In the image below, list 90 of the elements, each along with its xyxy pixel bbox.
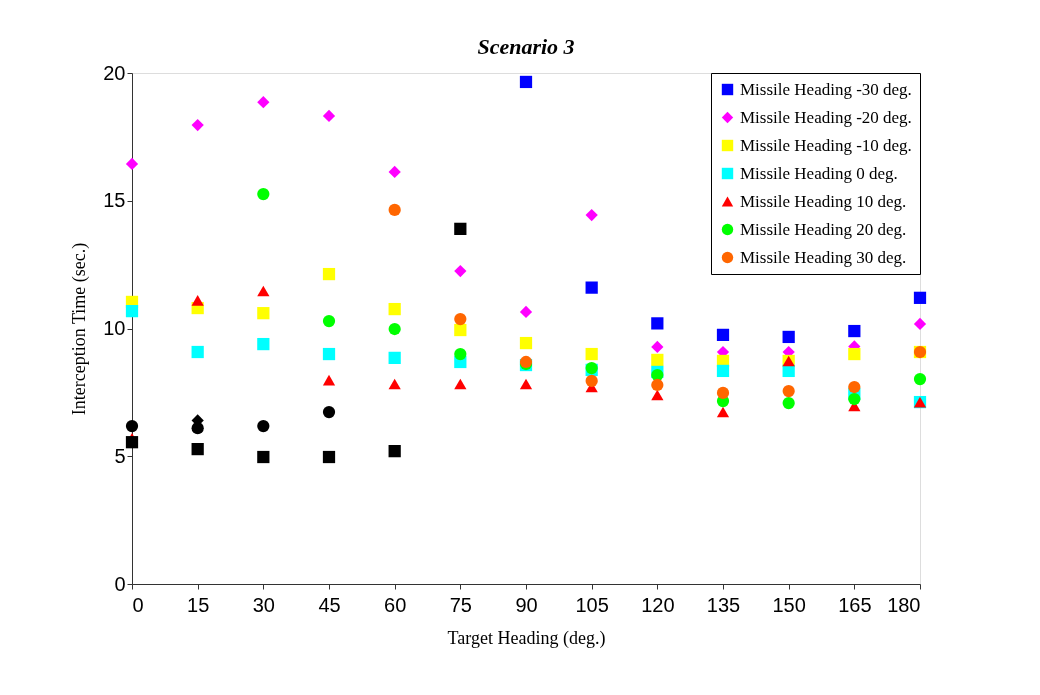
- y-tick-label: 15: [103, 189, 126, 212]
- point: [388, 378, 401, 390]
- point: [322, 347, 336, 361]
- x-tick-label: 45: [318, 593, 341, 616]
- point: [519, 305, 533, 319]
- point: [848, 380, 861, 394]
- point: [782, 384, 795, 398]
- point: [257, 285, 270, 297]
- point: [585, 208, 598, 222]
- point: [454, 222, 467, 235]
- point: [454, 347, 467, 361]
- point: [519, 378, 533, 390]
- point: [388, 445, 401, 458]
- legend-label: Missile Heading -10 deg.: [740, 135, 912, 155]
- point: [125, 157, 139, 171]
- point: [388, 322, 401, 336]
- point: [322, 109, 336, 123]
- y-tick-label: 10: [103, 317, 126, 339]
- legend-label: Missile Heading 20 deg.: [740, 219, 907, 239]
- point: [257, 96, 270, 109]
- point: [388, 351, 401, 365]
- point: [651, 317, 664, 330]
- x-tick-label: 60: [384, 593, 407, 616]
- legend-label: Missile Heading 0 deg.: [740, 163, 898, 183]
- point: [716, 328, 730, 342]
- point: [848, 324, 861, 338]
- point: [651, 378, 664, 392]
- chart-title: Scenario 3: [477, 34, 575, 59]
- point: [322, 405, 336, 419]
- x-tick-label: 120: [641, 593, 675, 616]
- x-tick-label: 135: [706, 593, 741, 616]
- point: [388, 165, 401, 178]
- legend-label: Missile Heading 30 deg.: [740, 247, 907, 267]
- y-tick-label: 0: [114, 572, 126, 595]
- point: [191, 442, 204, 456]
- legend-label: Missile Heading 10 deg.: [740, 191, 907, 211]
- point: [257, 450, 270, 464]
- point: [125, 436, 139, 449]
- legend-label: Missile Heading -20 deg.: [740, 107, 912, 127]
- point: [716, 364, 730, 378]
- point: [913, 317, 927, 331]
- point: [257, 188, 270, 201]
- point: [848, 347, 861, 361]
- x-tick-label: 165: [838, 593, 872, 616]
- point: [782, 330, 795, 344]
- legend-label: Missile Heading -30 deg.: [740, 79, 912, 99]
- x-tick-label: 90: [515, 593, 538, 616]
- point: [454, 264, 467, 278]
- point: [913, 291, 927, 304]
- point: [322, 450, 336, 464]
- point: [191, 119, 204, 132]
- point: [651, 353, 664, 367]
- point: [454, 323, 467, 337]
- point: [388, 302, 401, 316]
- x-tick-label: 15: [187, 593, 210, 616]
- point: [651, 389, 664, 401]
- x-tick-label: 150: [772, 593, 806, 616]
- point: [191, 295, 204, 306]
- point: [125, 419, 139, 433]
- point: [519, 336, 533, 350]
- point: [519, 75, 533, 89]
- point: [454, 378, 467, 390]
- x-tick-label: 0: [132, 593, 144, 616]
- point: [454, 312, 467, 326]
- point: [322, 267, 336, 281]
- point: [257, 419, 270, 433]
- point: [191, 345, 204, 359]
- point: [257, 337, 270, 351]
- x-tick-label: 75: [449, 593, 472, 616]
- point: [388, 203, 401, 217]
- point: [585, 374, 598, 387]
- point: [651, 340, 664, 354]
- point: [125, 305, 139, 318]
- point: [322, 314, 336, 328]
- point: [585, 347, 598, 361]
- point: [782, 396, 795, 410]
- point: [257, 307, 270, 320]
- x-tick-label: 180: [887, 593, 921, 616]
- point: [716, 386, 730, 399]
- y-tick-label: 5: [114, 444, 126, 467]
- y-tick-label: 20: [103, 61, 126, 84]
- point: [913, 372, 927, 386]
- y-axis-title: Interception Time (sec.): [69, 242, 91, 416]
- point: [848, 392, 861, 406]
- x-tick-label: 30: [252, 593, 275, 616]
- point: [716, 406, 730, 418]
- x-tick-label: 105: [575, 593, 609, 616]
- point: [585, 281, 598, 294]
- point: [322, 374, 336, 386]
- x-axis-title: Target Heading (deg.): [447, 627, 606, 649]
